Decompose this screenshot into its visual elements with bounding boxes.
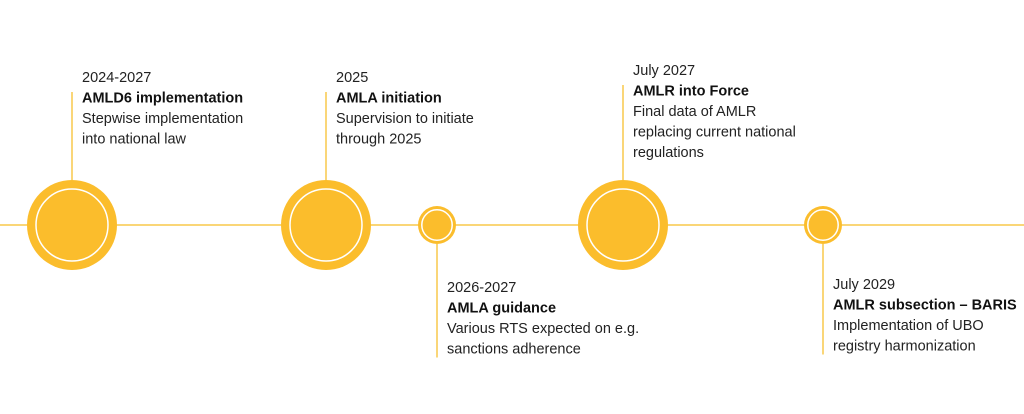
event-title: AMLA initiation <box>336 90 442 106</box>
milestone-circle <box>418 206 456 244</box>
event-description: Final data of AMLR <box>633 104 756 120</box>
event-description: Implementation of UBO <box>833 318 984 334</box>
event-description: into national law <box>82 131 187 147</box>
event-date: July 2027 <box>633 63 695 79</box>
event-description: registry harmonization <box>833 338 976 354</box>
milestone-ring <box>35 188 109 262</box>
event-title: AMLR into Force <box>633 83 749 99</box>
event-description: replacing current national <box>633 124 796 140</box>
milestone-ring <box>807 209 839 241</box>
milestone-circle <box>578 180 668 270</box>
event-date: 2025 <box>336 70 368 86</box>
event-date: 2026-2027 <box>447 280 516 296</box>
event-date: July 2029 <box>833 277 895 293</box>
event-description: Various RTS expected on e.g. <box>447 321 639 337</box>
event-title: AMLD6 implementation <box>82 90 243 106</box>
event-description: sanctions adherence <box>447 341 581 357</box>
milestone-ring <box>421 209 453 241</box>
milestone-ring <box>586 188 660 262</box>
event-date: 2024-2027 <box>82 70 151 86</box>
event-description: Supervision to initiate <box>336 111 474 127</box>
milestone-ring <box>289 188 363 262</box>
event-description: regulations <box>633 145 704 161</box>
event-description: Stepwise implementation <box>82 111 243 127</box>
milestone-circle <box>281 180 371 270</box>
milestone-circle <box>804 206 842 244</box>
event-title: AMLA guidance <box>447 300 556 316</box>
event-title: AMLR subsection – BARIS <box>833 297 1017 313</box>
milestone-circle <box>27 180 117 270</box>
event-description: through 2025 <box>336 131 421 147</box>
